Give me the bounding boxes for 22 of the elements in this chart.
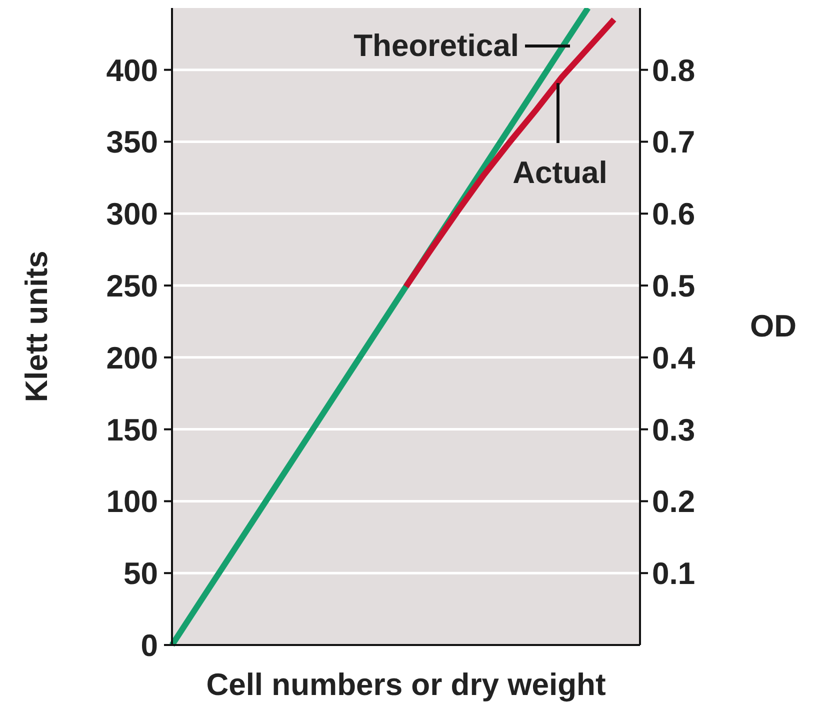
y-tick-label: 300 bbox=[106, 196, 158, 232]
y2-axis-title: OD bbox=[750, 308, 796, 344]
y-axis-title: Klett units bbox=[19, 250, 54, 402]
y2-tick-label: 0.8 bbox=[652, 52, 696, 88]
y2-tick-label: 0.4 bbox=[652, 340, 696, 376]
y2-tick-label: 0.5 bbox=[652, 268, 696, 304]
y2-tick-label: 0.1 bbox=[652, 556, 696, 592]
series-label: Actual bbox=[512, 155, 608, 190]
y-tick-label: 150 bbox=[106, 412, 158, 448]
series-label: Theoretical bbox=[354, 28, 519, 63]
y-tick-label: 200 bbox=[106, 340, 158, 376]
y-tick-label: 100 bbox=[106, 484, 158, 520]
y-tick-label: 250 bbox=[106, 268, 158, 304]
y2-tick-label: 0.2 bbox=[652, 484, 696, 520]
y2-tick-label: 0.3 bbox=[652, 412, 696, 448]
y2-tick-label: 0.6 bbox=[652, 196, 696, 232]
y-tick-label: 400 bbox=[106, 52, 158, 88]
y2-tick-label: 0.7 bbox=[652, 124, 696, 160]
x-axis-title: Cell numbers or dry weight bbox=[206, 667, 606, 702]
y-tick-label: 350 bbox=[106, 124, 158, 160]
y-tick-label: 50 bbox=[124, 556, 158, 592]
y-tick-label: 0 bbox=[140, 628, 158, 663]
